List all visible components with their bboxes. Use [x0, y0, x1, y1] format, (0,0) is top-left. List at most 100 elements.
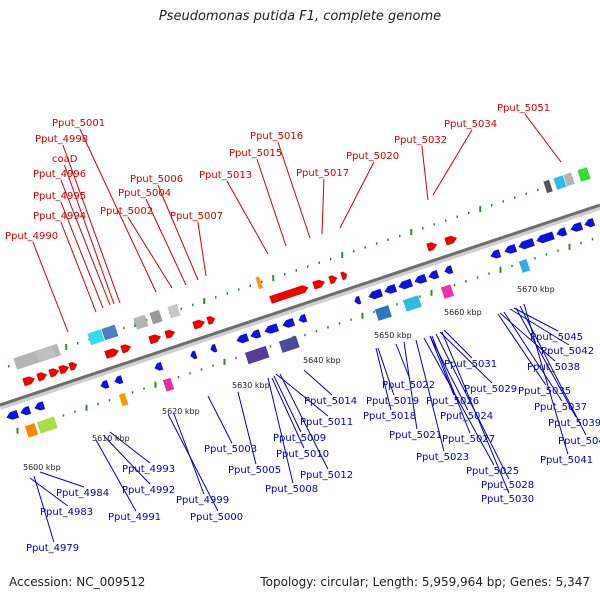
- position-label: 5630 kbp: [232, 381, 270, 390]
- reverse-gene-arrow: [368, 288, 383, 300]
- label-reverse-gene: Pput_5037: [534, 402, 587, 413]
- label-reverse-gene: Pput_4991: [108, 512, 161, 523]
- label-forward-gene: Pput_5002: [100, 206, 153, 217]
- reverse-gene-arrow: [428, 270, 440, 280]
- leader-line-reverse: [431, 335, 471, 434]
- leader-line-reverse: [513, 307, 559, 332]
- feature-block: [133, 314, 149, 330]
- feature-block: [518, 259, 531, 273]
- leader-line-forward: [60, 221, 97, 313]
- position-label: 5660 kbp: [444, 308, 482, 317]
- backbone-line: [0, 203, 600, 407]
- leader-line-reverse: [275, 373, 329, 417]
- reverse-gene-arrow: [354, 295, 362, 305]
- reverse-gene-arrow: [154, 362, 164, 371]
- forward-gene-arrow: [58, 365, 70, 375]
- leader-line-reverse: [375, 347, 392, 411]
- leader-line-forward: [62, 144, 121, 304]
- forward-gene-arrow: [192, 319, 205, 330]
- leader-line-forward: [524, 113, 562, 163]
- label-reverse-gene: Pput_5025: [466, 466, 519, 477]
- leader-line-reverse: [39, 471, 85, 488]
- forward-gene-arrow: [269, 285, 309, 304]
- label-forward-gene: Pput_5032: [394, 135, 447, 146]
- leader-line-reverse: [503, 311, 563, 402]
- reverse-gene-arrow: [490, 249, 502, 259]
- leader-line-reverse: [273, 375, 302, 433]
- reverse-gene-arrow: [570, 222, 584, 232]
- forward-gene-arrow: [444, 235, 457, 246]
- leader-line-reverse: [279, 373, 329, 470]
- reverse-gene-arrow: [518, 238, 535, 250]
- reverse-gene-arrow: [384, 284, 398, 294]
- label-reverse-gene: Pput_5040: [558, 436, 600, 447]
- reverse-gene-arrow: [210, 343, 218, 353]
- label-forward-gene: Pput_5051: [497, 103, 550, 114]
- feature-block: [543, 179, 553, 194]
- leader-line-reverse: [515, 307, 577, 418]
- reverse-gene-arrow: [414, 274, 428, 284]
- label-forward-gene: Pput_4990: [5, 231, 58, 242]
- position-label: 5670 kbp: [517, 285, 555, 294]
- leader-line-reverse: [499, 312, 556, 362]
- leader-line-forward: [79, 128, 157, 293]
- reverse-gene-arrow: [584, 218, 596, 228]
- leader-line-forward: [197, 221, 207, 277]
- label-reverse-gene: Pput_4992: [122, 485, 175, 496]
- position-label: 5640 kbp: [303, 356, 341, 365]
- forward-gene-arrow: [148, 334, 161, 345]
- label-reverse-gene: Pput_5014: [304, 396, 357, 407]
- label-reverse-gene: Pput_5039: [548, 418, 600, 429]
- feature-block: [563, 172, 575, 187]
- reverse-gene-arrow: [114, 375, 124, 385]
- forward-gene-arrow: [312, 279, 325, 290]
- feature-block: [440, 284, 455, 299]
- page-title: Pseudomonas putida F1, complete genome: [158, 9, 442, 24]
- forward-gene-arrow: [68, 362, 78, 371]
- feature-block: [577, 167, 591, 182]
- forward-gene-arrow: [426, 242, 438, 252]
- label-reverse-gene: Pput_5028: [481, 480, 534, 491]
- label-reverse-gene: Pput_5027: [442, 434, 495, 445]
- label-reverse-gene: Pput_5010: [276, 449, 329, 460]
- label-forward-gene: Pput_5015: [229, 148, 282, 159]
- label-forward-gene: Pput_5034: [444, 119, 497, 130]
- feature-block: [278, 335, 300, 353]
- feature-block: [553, 175, 567, 190]
- leader-line-forward: [256, 158, 287, 247]
- leader-line-reverse: [237, 391, 257, 465]
- feature-block: [101, 324, 119, 341]
- forward-gene-arrow: [22, 376, 35, 387]
- label-reverse-gene: Pput_4984: [56, 488, 109, 499]
- label-reverse-gene: Pput_4999: [176, 495, 229, 506]
- leader-line-reverse: [395, 343, 411, 380]
- leader-line-reverse: [403, 341, 418, 430]
- label-reverse-gene: Pput_4983: [40, 507, 93, 518]
- leader-line-forward: [277, 141, 311, 239]
- reverse-gene-arrow: [398, 278, 413, 290]
- leader-line-reverse: [29, 477, 69, 507]
- position-label: 5600 kbp: [23, 463, 61, 472]
- label-reverse-gene: Pput_5000: [190, 512, 243, 523]
- reverse-gene-arrow: [536, 231, 555, 244]
- label-forward-gene: Pput_4995: [33, 191, 86, 202]
- label-reverse-gene: Pput_5011: [300, 417, 353, 428]
- leader-line-reverse: [303, 369, 333, 396]
- feature-block: [149, 309, 163, 325]
- label-reverse-gene: Pput_5018: [363, 411, 416, 422]
- position-label: 5650 kbp: [374, 331, 412, 340]
- feature-block: [35, 345, 57, 363]
- label-reverse-gene: Pput_5008: [265, 484, 318, 495]
- leader-line-forward: [60, 201, 104, 309]
- label-reverse-gene: Pput_5019: [366, 396, 419, 407]
- label-reverse-gene: Pput_5031: [444, 359, 497, 370]
- label-reverse-gene: Pput_4979: [26, 543, 79, 554]
- reverse-gene-arrow: [298, 314, 308, 323]
- label-reverse-gene: Pput_5030: [481, 494, 534, 505]
- label-forward-gene: Pput_5020: [346, 151, 399, 162]
- reverse-gene-arrow: [250, 329, 262, 339]
- genome-info-text: Topology: circular; Length: 5,959,964 bp…: [260, 575, 590, 589]
- feature-block: [87, 329, 105, 346]
- feature-block: [36, 416, 58, 434]
- gene-labels: Pput_4990 Pput_4994 Pput_4995 Pput_4996 coaD…: [5, 103, 600, 554]
